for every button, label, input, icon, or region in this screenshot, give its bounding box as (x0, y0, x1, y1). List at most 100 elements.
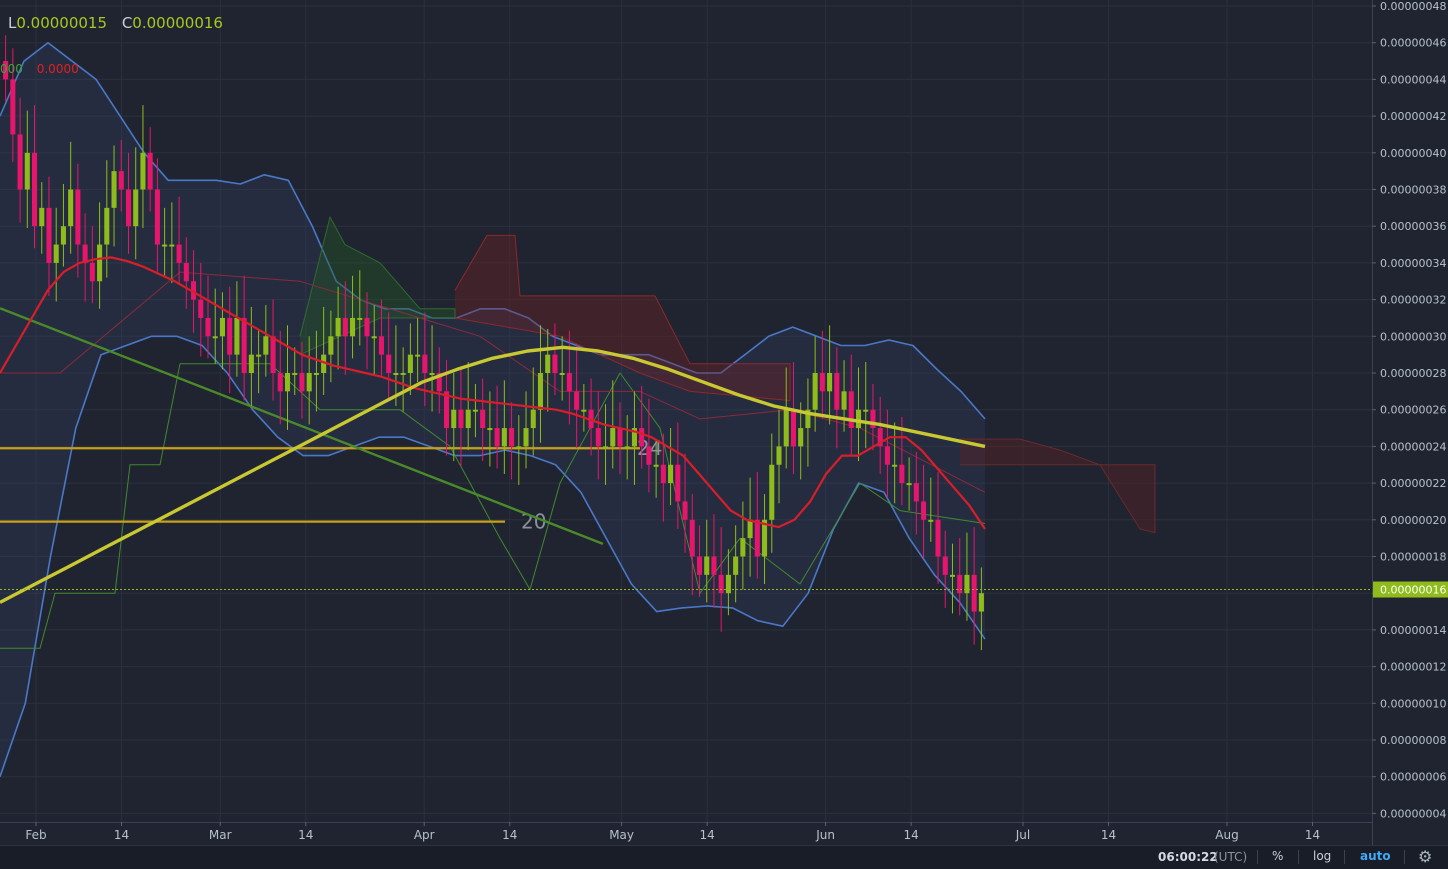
time-tick-label: 14 (1305, 828, 1320, 842)
candle-body (219, 317, 225, 337)
candle-body (848, 391, 854, 429)
candle-body (660, 464, 666, 484)
candle-body (855, 409, 862, 429)
time-tick-label: Apr (414, 828, 435, 842)
candle-body (827, 373, 833, 392)
candle-body (299, 373, 305, 392)
candle-body (899, 464, 905, 484)
divider (1404, 850, 1405, 864)
candle-body (516, 446, 522, 449)
price-tick-label: 0.00000044 (1380, 73, 1446, 86)
indicator-red-value: 0.0000 (36, 62, 79, 76)
candle-body (552, 354, 558, 373)
candle-body (10, 79, 16, 135)
candle-body (921, 501, 927, 520)
candle-body (24, 152, 30, 190)
moving-average-red (0, 256, 986, 530)
candle-body (740, 538, 746, 557)
percent-scale-button[interactable]: % (1272, 849, 1284, 863)
candle-body (762, 519, 768, 557)
ichimoku-cloud-future (960, 438, 1156, 534)
candle-body (574, 391, 580, 410)
candle-body (892, 464, 898, 467)
candle-body (284, 373, 291, 392)
candle-body (819, 373, 825, 392)
candle-body (321, 354, 327, 373)
candle-body (487, 428, 493, 431)
candle-body (111, 171, 117, 208)
divider (1344, 850, 1345, 864)
candle-body (949, 574, 956, 577)
candle-body (436, 373, 442, 392)
candle-body (812, 373, 818, 410)
candle-body (696, 556, 703, 575)
candle-body (191, 281, 197, 300)
candle-body (350, 317, 356, 337)
candle-body (357, 317, 363, 320)
candle-body (306, 373, 312, 392)
gear-icon[interactable]: ⚙ (1418, 847, 1433, 866)
indicator-green-value: 000 (0, 62, 23, 76)
candle-body (509, 428, 515, 447)
candle-body (227, 317, 233, 355)
candle-body (212, 336, 218, 339)
candle-body (364, 317, 370, 337)
candle-body (725, 574, 731, 594)
candle-body (169, 244, 175, 247)
price-tick-label: 0.00000024 (1380, 440, 1446, 453)
price-tick-label: 0.00000006 (1380, 771, 1446, 784)
candle-body (31, 152, 38, 227)
candle-body (798, 428, 804, 447)
candle-body (884, 446, 890, 465)
candle-body (942, 556, 948, 575)
candle-body (863, 409, 869, 412)
price-tick-label: 0.00000020 (1380, 514, 1446, 527)
time-tick-label: Mar (209, 828, 232, 842)
candle-body (342, 317, 348, 337)
auto-scale-button[interactable]: auto (1360, 849, 1391, 863)
candle-body (906, 483, 912, 486)
price-tick-label: 0.00000036 (1380, 220, 1446, 233)
candle-body (718, 574, 724, 594)
legend-close-value: 0.00000016 (132, 14, 223, 32)
candle-body (870, 409, 876, 429)
price-tick-label: 0.00000040 (1380, 147, 1446, 160)
candle-body (400, 373, 406, 375)
candle-body (790, 409, 796, 447)
moving-average-yellow (0, 345, 986, 604)
candle-body (769, 464, 775, 520)
candle-body (545, 354, 551, 373)
candle-body (147, 152, 153, 190)
candle-body (704, 556, 710, 575)
price-tick-label: 0.00000010 (1380, 697, 1446, 710)
candle-body (277, 373, 283, 392)
candle-body (668, 464, 674, 484)
candle-body (472, 409, 478, 412)
bollinger-upper-line (0, 41, 986, 420)
candle-body (537, 373, 544, 410)
candle-body (68, 189, 74, 227)
candle-body (834, 373, 840, 410)
candle-body (75, 189, 81, 245)
log-scale-button[interactable]: log (1313, 849, 1332, 863)
price-tick-label: 0.00000008 (1380, 734, 1446, 747)
candle-body (928, 519, 934, 522)
bollinger-lower-line (0, 335, 986, 777)
last-price-label: 0.00000016 (1380, 584, 1446, 597)
price-tick-label: 0.00000038 (1380, 184, 1446, 197)
price-tick-label: 0.00000012 (1380, 661, 1446, 674)
divider (1298, 850, 1299, 864)
candle-body (125, 189, 132, 227)
bollinger-band-fill (0, 42, 985, 777)
candle-body (639, 428, 645, 447)
candle-body (711, 556, 717, 575)
candle-body (234, 317, 240, 355)
candle-body (624, 446, 630, 449)
candle-body (248, 354, 254, 373)
candle-body (162, 244, 168, 247)
candle-body (689, 519, 695, 557)
candle-body (205, 317, 211, 337)
candle-body (733, 556, 739, 575)
candle-body (501, 428, 507, 447)
